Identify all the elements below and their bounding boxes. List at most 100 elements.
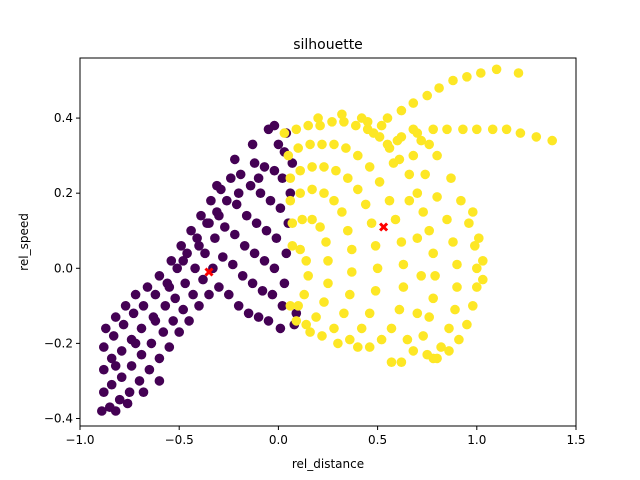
scatter-point-cluster0: [275, 203, 286, 213]
x-axis-ticks: −1.0 −0.5 0.0 0.5 1.0 1.5: [65, 426, 586, 447]
scatter-point-cluster0: [222, 195, 232, 206]
scatter-point-cluster1: [279, 128, 290, 138]
scatter-point-cluster1: [370, 241, 381, 251]
scatter-point-cluster0: [114, 394, 125, 405]
scatter-point-cluster1: [412, 188, 423, 198]
scatter-point-cluster1: [366, 218, 377, 228]
scatter-point-cluster0: [287, 158, 298, 168]
scatter-point-cluster1: [452, 259, 462, 270]
scatter-point-cluster1: [333, 338, 343, 349]
scatter-point-cluster1: [347, 267, 357, 277]
scatter-point-cluster1: [396, 132, 407, 142]
scatter-point-cluster1: [315, 120, 325, 131]
y-tick-label: 0.2: [54, 186, 73, 200]
scatter-point-cluster0: [182, 248, 192, 259]
scatter-point-cluster1: [472, 282, 482, 292]
scatter-point-cluster1: [428, 248, 439, 259]
scatter-point-cluster1: [323, 255, 333, 266]
scatter-point-cluster0: [218, 252, 228, 262]
scatter-point-cluster0: [275, 323, 286, 334]
scatter-point-cluster1: [448, 75, 458, 86]
scatter-point-cluster0: [122, 398, 133, 409]
scatter-point-cluster0: [106, 379, 117, 390]
scatter-point-cluster0: [178, 304, 188, 315]
scatter-point-cluster1: [468, 301, 478, 311]
scatter-point-cluster0: [196, 210, 206, 221]
scatter-point-cluster1: [547, 135, 557, 146]
scatter-point-cluster1: [434, 83, 444, 93]
scatter-point-cluster0: [192, 233, 202, 243]
scatter-point-cluster1: [364, 308, 375, 319]
scatter-point-cluster1: [339, 117, 349, 127]
scatter-point-cluster0: [190, 263, 200, 274]
scatter-point-cluster1: [337, 109, 347, 120]
scatter-point-cluster1: [301, 255, 312, 266]
scatter-point-cluster1: [285, 173, 296, 183]
scatter-point-cluster1: [382, 139, 393, 150]
scatter-point-cluster0: [170, 293, 180, 304]
scatter-point-cluster0: [176, 241, 186, 251]
scatter-point-cluster1: [360, 199, 371, 210]
scatter-point-cluster0: [281, 248, 292, 259]
scatter-point-cluster0: [130, 289, 141, 300]
scatter-point-cluster1: [303, 120, 314, 131]
scatter-point-cluster1: [283, 150, 294, 161]
scatter-point-cluster0: [239, 241, 250, 251]
scatter-point-cluster0: [198, 274, 208, 285]
scatter-point-cluster0: [237, 271, 248, 281]
scatter-point-cluster0: [253, 312, 264, 322]
scatter-point-cluster1: [418, 331, 429, 341]
scatter-point-cluster1: [362, 117, 373, 127]
scatter-point-cluster0: [226, 173, 236, 183]
scatter-point-cluster0: [251, 218, 262, 228]
scatter-point-cluster0: [184, 316, 194, 326]
scatter-point-cluster0: [130, 338, 141, 349]
scatter-point-cluster1: [293, 301, 304, 311]
scatter-point-cluster1: [321, 237, 331, 247]
scatter-point-cluster1: [285, 195, 296, 206]
scatter-point-cluster1: [301, 319, 312, 330]
scatter-point-cluster0: [142, 282, 153, 292]
scatter-point-cluster1: [329, 195, 339, 206]
scatter-point-cluster1: [394, 304, 405, 315]
x-tick-label: 0.0: [269, 433, 288, 447]
scatter-point-cluster1: [299, 289, 310, 300]
scatter-point-cluster1: [319, 162, 329, 172]
x-tick-label: 0.5: [368, 433, 387, 447]
scatter-point-cluster0: [269, 263, 280, 274]
scatter-point-cluster1: [368, 128, 379, 138]
scatter-point-cluster0: [214, 282, 224, 292]
scatter-point-cluster0: [257, 286, 268, 296]
scatter-point-cluster0: [259, 162, 270, 172]
scatter-point-cluster1: [531, 132, 542, 142]
scatter-point-cluster0: [269, 165, 280, 176]
scatter-point-cluster0: [214, 210, 224, 221]
scatter-point-cluster1: [356, 323, 367, 334]
scatter-point-cluster1: [412, 308, 423, 319]
scatter-point-cluster1: [307, 184, 317, 195]
scatter-point-cluster0: [136, 349, 147, 360]
scatter-point-cluster0: [259, 255, 270, 266]
scatter-point-cluster0: [230, 229, 240, 240]
scatter-point-cluster1: [323, 278, 333, 289]
scatter-point-cluster1: [291, 316, 302, 326]
scatter-point-cluster1: [343, 173, 353, 183]
scatter-point-cluster1: [353, 342, 363, 352]
scatter-point-cluster1: [408, 346, 419, 356]
scatter-point-cluster0: [180, 278, 190, 289]
scatter-point-cluster1: [452, 282, 462, 292]
scatter-point-cluster1: [501, 124, 512, 135]
scatter-point-cluster1: [398, 259, 409, 270]
scatter-point-cluster0: [134, 376, 145, 386]
scatter-point-cluster0: [277, 173, 288, 183]
scatter-point-cluster0: [110, 406, 121, 416]
scatter-point-cluster1: [416, 135, 427, 146]
scatter-point-cluster0: [108, 331, 119, 341]
scatter-point-cluster0: [101, 323, 111, 334]
scatter-point-cluster0: [263, 316, 274, 326]
scatter-point-cluster1: [432, 150, 442, 161]
scatter-point-cluster0: [255, 188, 266, 198]
scatter-point-cluster0: [186, 225, 196, 236]
scatter-point-cluster1: [416, 271, 427, 281]
y-tick-label: −0.2: [44, 336, 73, 350]
